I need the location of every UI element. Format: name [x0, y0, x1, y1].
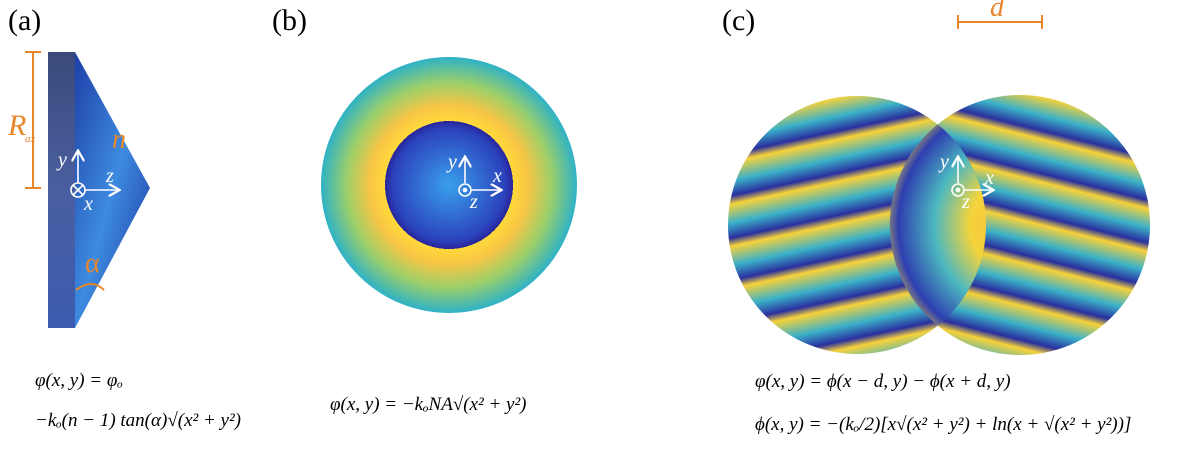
shift-symbol: d [990, 0, 1005, 23]
figure: (a) R ax n α y z x φ(x, y) = φₒ −kₒ(n − … [0, 0, 1196, 459]
axis-label: x [492, 165, 502, 187]
axis-label: y [56, 149, 67, 171]
phase-map [321, 57, 577, 313]
equation: φ(x, y) = φₒ [35, 370, 123, 391]
axis-label: z [105, 165, 114, 187]
radius-symbol: R [7, 109, 26, 142]
equation: ϕ(x, y) = −(kₒ/2)[x√(x² + y²) + ln(x + √… [755, 414, 1131, 435]
panel-label: (a) [8, 4, 41, 37]
axis-label: z [961, 191, 970, 213]
equation: −kₒ(n − 1) tan(α)√(x² + y²) [35, 410, 241, 431]
axis-label: x [83, 193, 93, 215]
axis-label: y [938, 151, 949, 173]
axis-label: x [984, 167, 994, 189]
axis-label: y [446, 151, 457, 173]
panel-label: (c) [722, 4, 755, 37]
radius-bracket [25, 52, 41, 188]
axis-label: z [469, 191, 478, 213]
panel-label: (b) [272, 4, 307, 37]
refractive-index: n [112, 124, 126, 155]
angle-symbol: α [85, 248, 100, 279]
equation: φ(x, y) = ϕ(x − d, y) − ϕ(x + d, y) [755, 371, 1011, 392]
equation: φ(x, y) = −kₒNA√(x² + y²) [330, 394, 526, 415]
radius-subscript: ax [25, 133, 36, 145]
